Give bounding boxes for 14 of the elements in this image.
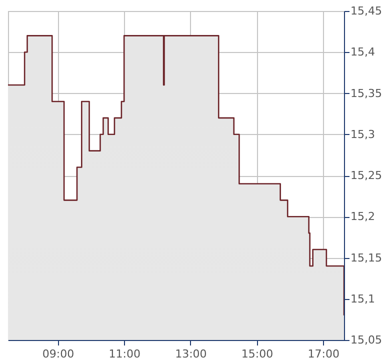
y-tick-label: 15,2 <box>350 210 375 224</box>
y-tick-label: 15,15 <box>350 251 382 264</box>
y-tick-label: 15,45 <box>350 4 382 18</box>
x-tick-label: 17:00 <box>308 348 340 360</box>
y-tick-label: 15,05 <box>350 334 382 346</box>
x-tick-label: 13:00 <box>175 348 207 360</box>
y-tick-label: 15,3 <box>350 128 375 141</box>
x-tick-label: 15:00 <box>241 348 274 360</box>
y-tick-label: 15,25 <box>350 169 382 182</box>
y-tick-label: 15,1 <box>350 292 375 306</box>
y-tick-label: 15,4 <box>350 46 375 59</box>
y-tick-label: 15,35 <box>350 86 382 100</box>
x-tick-label: 11:00 <box>108 348 140 360</box>
x-tick-label: 09:00 <box>42 348 74 360</box>
